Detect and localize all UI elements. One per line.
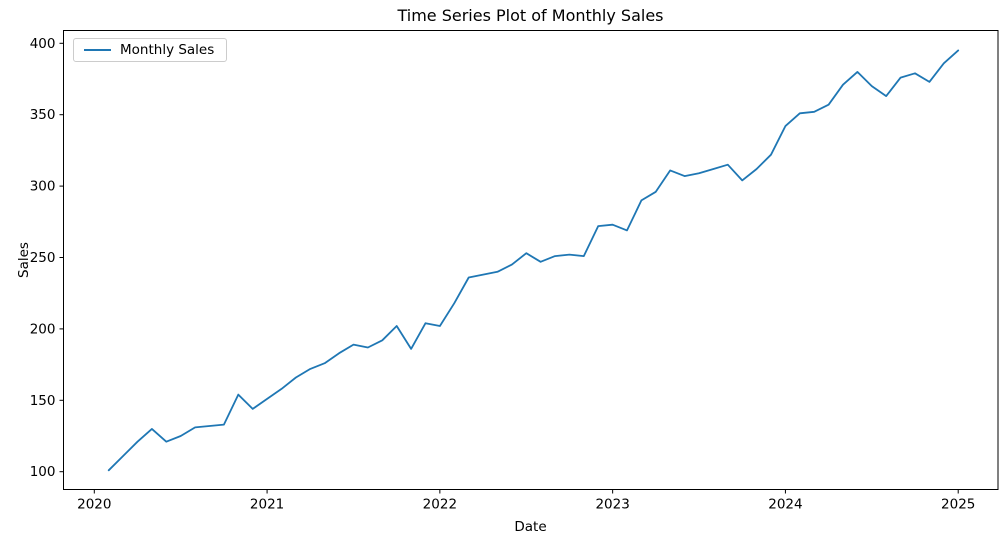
x-tick-label: 2023	[595, 497, 629, 513]
legend-label: Monthly Sales	[120, 42, 215, 58]
x-tick-label: 2025	[941, 497, 975, 513]
x-tick-label: 2020	[77, 497, 111, 513]
x-tick-label: 2024	[768, 497, 802, 513]
legend: Monthly Sales	[73, 38, 228, 62]
x-tick-label: 2022	[423, 497, 457, 513]
chart-title: Time Series Plot of Monthly Sales	[397, 6, 664, 25]
y-tick-label: 200	[30, 321, 56, 337]
y-tick-label: 100	[30, 464, 56, 480]
y-tick-label: 150	[30, 393, 56, 409]
y-tick-label: 250	[30, 250, 56, 266]
y-tick-label: 400	[30, 36, 56, 52]
x-axis-label: Date	[514, 519, 547, 535]
y-tick-label: 300	[30, 179, 56, 195]
x-tick-label: 2021	[250, 497, 284, 513]
plot-frame	[63, 30, 999, 490]
series-line-monthly-sales	[107, 49, 960, 472]
y-tick-label: 350	[30, 107, 56, 123]
legend-line-swatch	[84, 49, 111, 51]
y-axis-label: Sales	[16, 242, 32, 278]
